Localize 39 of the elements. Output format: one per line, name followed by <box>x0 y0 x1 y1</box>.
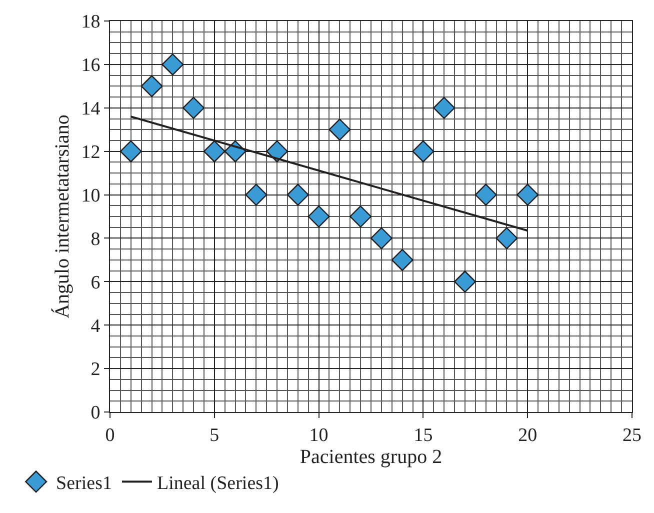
point <box>120 140 142 162</box>
y-tick-label: 10 <box>81 185 100 206</box>
point <box>412 140 434 162</box>
legend-label: Series1 <box>56 473 112 494</box>
x-tick-label: 5 <box>210 424 220 446</box>
y-tick-label: 6 <box>90 272 100 294</box>
point <box>245 184 268 206</box>
point <box>433 96 456 119</box>
y-tick-label: 12 <box>81 142 100 163</box>
y-tick-label: 2 <box>90 359 100 380</box>
x-axis-title: Pacientes grupo 2 <box>300 446 442 468</box>
y-tick-label: 14 <box>81 98 101 120</box>
point <box>266 140 288 162</box>
point <box>350 206 372 228</box>
point <box>454 270 476 293</box>
x-tick-label: 20 <box>518 424 538 446</box>
point <box>140 75 163 98</box>
point <box>370 227 392 250</box>
point <box>496 227 518 250</box>
y-tick-label: 8 <box>90 228 100 250</box>
point <box>162 53 184 76</box>
point <box>391 248 414 271</box>
y-tick-label: 4 <box>90 316 101 337</box>
point <box>308 206 330 228</box>
y-tick-label: 16 <box>81 55 100 76</box>
x-tick-label: 0 <box>105 424 115 446</box>
legend-label: Lineal (Series1) <box>156 473 279 494</box>
point <box>182 96 205 119</box>
point <box>286 184 309 206</box>
point <box>203 140 226 162</box>
point <box>516 184 539 206</box>
point <box>328 118 351 141</box>
x-tick-label: 25 <box>622 424 642 446</box>
y-axis-title: Ángulo intermetatarsiano <box>50 114 74 318</box>
y-tick-label: 0 <box>90 402 100 424</box>
point <box>474 184 497 206</box>
y-tick-label: 18 <box>81 12 100 33</box>
x-tick-label: 15 <box>414 424 433 446</box>
x-tick-label: 10 <box>309 424 328 446</box>
